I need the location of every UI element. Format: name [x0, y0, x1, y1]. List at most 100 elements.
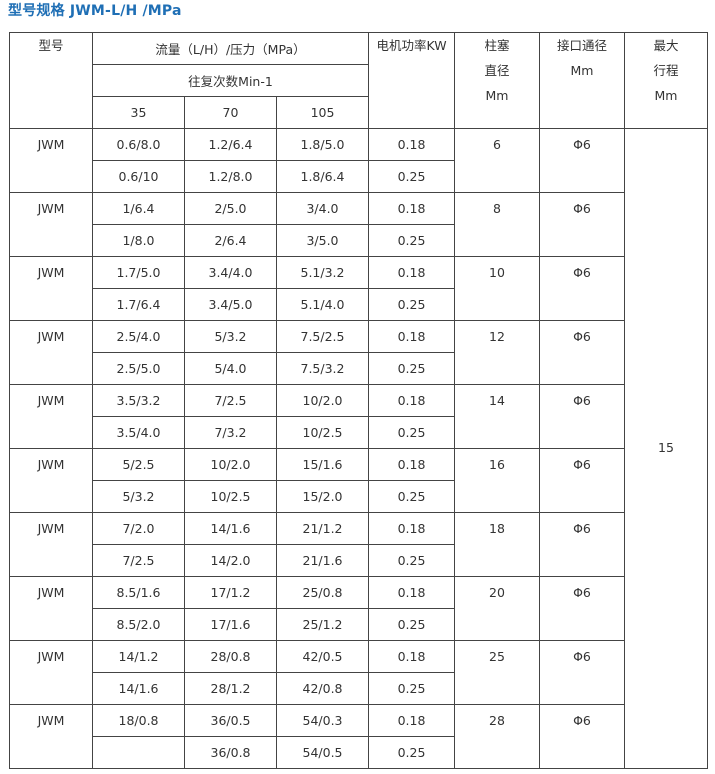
- model-cell: JWM: [9, 128, 93, 193]
- flow-35-cell: 14/1.2: [92, 640, 185, 673]
- flow-105-cell: 7.5/2.5: [276, 320, 369, 353]
- flow-35-cell: 7/2.0: [92, 512, 185, 545]
- page-title: 型号规格 JWM-L/H /MPa: [8, 3, 182, 19]
- power-cell: 0.25: [368, 544, 455, 577]
- power-cell: 0.25: [368, 224, 455, 257]
- flow-70-cell: 3.4/5.0: [184, 288, 277, 321]
- plunger-diameter-cell: 14: [454, 384, 540, 449]
- header-stroke-line-1: 最大: [653, 38, 679, 53]
- flow-35-cell: 0.6/10: [92, 160, 185, 193]
- port-diameter-cell: Φ6: [539, 128, 625, 193]
- flow-105-cell: 54/0.5: [276, 736, 369, 769]
- flow-35-cell: 5/3.2: [92, 480, 185, 513]
- plunger-diameter-cell: 28: [454, 704, 540, 769]
- model-cell: JWM: [9, 512, 93, 577]
- header-plunger: 柱塞 直径 Mm: [454, 32, 540, 129]
- flow-35-cell: 8.5/2.0: [92, 608, 185, 641]
- flow-105-cell: 25/0.8: [276, 576, 369, 609]
- flow-70-cell: 5/4.0: [184, 352, 277, 385]
- flow-105-cell: 15/2.0: [276, 480, 369, 513]
- plunger-diameter-cell: 10: [454, 256, 540, 321]
- power-cell: 0.18: [368, 256, 455, 289]
- flow-105-cell: 3/4.0: [276, 192, 369, 225]
- header-flow-pressure: 流量（L/H）/压力（MPa）: [92, 32, 369, 65]
- plunger-diameter-cell: 6: [454, 128, 540, 193]
- power-cell: 0.25: [368, 352, 455, 385]
- flow-105-cell: 21/1.6: [276, 544, 369, 577]
- flow-35-cell: 1.7/5.0: [92, 256, 185, 289]
- power-cell: 0.25: [368, 416, 455, 449]
- flow-105-cell: 7.5/3.2: [276, 352, 369, 385]
- flow-105-cell: 10/2.5: [276, 416, 369, 449]
- table-row: JWM 8.5/1.6 17/1.2 25/0.8 0.18 20 Φ6: [9, 576, 708, 641]
- table-row: JWM 2.5/4.0 5/3.2 7.5/2.5 0.18 12 Φ6: [9, 320, 708, 385]
- header-plunger-line-3: Mm: [485, 88, 509, 103]
- port-diameter-cell: Φ6: [539, 256, 625, 321]
- flow-35-cell: 7/2.5: [92, 544, 185, 577]
- table-row: JWM 14/1.2 28/0.8 42/0.5 0.18 25 Φ6: [9, 640, 708, 705]
- header-stroke-line-2: 行程: [653, 63, 679, 78]
- power-cell: 0.25: [368, 160, 455, 193]
- flow-105-cell: 25/1.2: [276, 608, 369, 641]
- flow-35-cell: 14/1.6: [92, 672, 185, 705]
- table-row: 8.5/2.0 17/1.6 25/1.2 0.25: [10, 608, 708, 641]
- header-port-line-2: Mm: [570, 63, 594, 78]
- table-row: JWM 5/2.5 10/2.0 15/1.6 0.18 16 Φ6: [9, 448, 708, 513]
- flow-70-cell: 10/2.5: [184, 480, 277, 513]
- table-row: 2.5/5.0 5/4.0 7.5/3.2 0.25: [10, 352, 708, 385]
- header-plunger-line-1: 柱塞: [484, 38, 510, 53]
- flow-35-cell: 2.5/4.0: [92, 320, 185, 353]
- header-plunger-line-2: 直径: [484, 63, 510, 78]
- flow-70-cell: 36/0.5: [184, 704, 277, 737]
- flow-70-cell: 10/2.0: [184, 448, 277, 481]
- power-cell: 0.18: [368, 320, 455, 353]
- power-cell: 0.25: [368, 672, 455, 705]
- model-cell: JWM: [9, 384, 93, 449]
- flow-105-cell: 1.8/5.0: [276, 128, 369, 161]
- flow-70-cell: 14/1.6: [184, 512, 277, 545]
- plunger-diameter-cell: 16: [454, 448, 540, 513]
- power-cell: 0.18: [368, 448, 455, 481]
- flow-105-cell: 54/0.3: [276, 704, 369, 737]
- power-cell: 0.25: [368, 736, 455, 769]
- flow-105-cell: 10/2.0: [276, 384, 369, 417]
- flow-70-cell: 28/0.8: [184, 640, 277, 673]
- flow-105-cell: 5.1/3.2: [276, 256, 369, 289]
- port-diameter-cell: Φ6: [539, 704, 625, 769]
- plunger-diameter-cell: 20: [454, 576, 540, 641]
- port-diameter-cell: Φ6: [539, 640, 625, 705]
- flow-105-cell: 21/1.2: [276, 512, 369, 545]
- flow-70-cell: 2/5.0: [184, 192, 277, 225]
- power-cell: 0.18: [368, 128, 455, 161]
- flow-35-cell: 1/6.4: [92, 192, 185, 225]
- table-row: 0.6/10 1.2/8.0 1.8/6.4 0.25: [10, 160, 708, 193]
- model-cell: JWM: [9, 256, 93, 321]
- model-cell: JWM: [9, 448, 93, 513]
- flow-35-cell: 3.5/4.0: [92, 416, 185, 449]
- table-row: JWM 0.6/8.0 1.2/6.4 1.8/5.0 0.18 6 Φ6 15: [9, 128, 708, 769]
- power-cell: 0.18: [368, 576, 455, 609]
- flow-70-cell: 7/2.5: [184, 384, 277, 417]
- flow-35-cell: 18/0.8: [92, 704, 185, 737]
- power-cell: 0.18: [368, 192, 455, 225]
- table-row: JWM 18/0.8 36/0.5 54/0.3 0.18 28 Φ6: [9, 704, 708, 769]
- flow-105-cell: 42/0.8: [276, 672, 369, 705]
- table-row: JWM 7/2.0 14/1.6 21/1.2 0.18 18 Φ6: [9, 512, 708, 577]
- flow-70-cell: 28/1.2: [184, 672, 277, 705]
- model-cell: JWM: [9, 320, 93, 385]
- plunger-diameter-cell: 12: [454, 320, 540, 385]
- table-row: JWM 3.5/3.2 7/2.5 10/2.0 0.18 14 Φ6: [9, 384, 708, 449]
- table-row: 36/0.8 54/0.5 0.25: [10, 736, 708, 769]
- flow-70-cell: 3.4/4.0: [184, 256, 277, 289]
- flow-35-cell: 5/2.5: [92, 448, 185, 481]
- flow-35-cell: [92, 736, 185, 769]
- table-row: JWM 1.7/5.0 3.4/4.0 5.1/3.2 0.18 10 Φ6: [9, 256, 708, 321]
- power-cell: 0.25: [368, 608, 455, 641]
- header-stroke-line-3: Mm: [654, 88, 678, 103]
- flow-105-cell: 42/0.5: [276, 640, 369, 673]
- flow-105-cell: 15/1.6: [276, 448, 369, 481]
- flow-70-cell: 36/0.8: [184, 736, 277, 769]
- model-cell: JWM: [9, 640, 93, 705]
- flow-70-cell: 14/2.0: [184, 544, 277, 577]
- flow-35-cell: 1/8.0: [92, 224, 185, 257]
